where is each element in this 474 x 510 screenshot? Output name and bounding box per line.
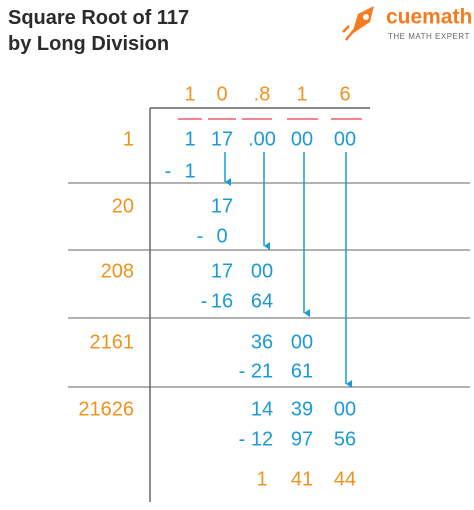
minus-sign: - xyxy=(201,290,208,312)
subtracted-value: 21 xyxy=(251,360,273,382)
brand-name: cuemath xyxy=(386,6,472,29)
final-remainder: 1 xyxy=(256,468,267,490)
minus-sign: - xyxy=(197,225,204,247)
dividend-pair: 00 xyxy=(291,128,313,150)
subtracted-value: 97 xyxy=(291,428,313,450)
rocket-flame xyxy=(342,25,355,41)
remainder-value: 36 xyxy=(251,331,273,353)
remainder-value: 00 xyxy=(291,331,313,353)
subtracted-value: 56 xyxy=(334,428,356,450)
divisor: 21626 xyxy=(78,398,134,420)
dividend-pair: .00 xyxy=(248,128,276,150)
subtracted-value: 61 xyxy=(291,360,313,382)
dividend-pair: 1 xyxy=(184,128,195,150)
subtracted-value: 1 xyxy=(184,160,195,182)
title-line: Square Root of 117 xyxy=(8,7,189,29)
divisor: 208 xyxy=(101,260,134,282)
final-remainder: 44 xyxy=(334,468,356,490)
subtracted-value: 12 xyxy=(251,428,273,450)
quotient-digit: 1 xyxy=(184,83,195,105)
quotient-digit: .8 xyxy=(254,83,271,105)
brand-tagline: THE MATH EXPERT xyxy=(388,32,470,41)
divisor: 1 xyxy=(123,128,134,150)
rocket-icon xyxy=(352,6,374,34)
minus-sign: - xyxy=(239,360,246,382)
logo: cuemath THE MATH EXPERT xyxy=(342,6,472,41)
quotient-digit: 0 xyxy=(216,83,227,105)
subtracted-value: 0 xyxy=(216,225,227,247)
remainder-value: 00 xyxy=(334,398,356,420)
quotient-digit: 1 xyxy=(296,83,307,105)
title-line: by Long Division xyxy=(8,33,169,55)
minus-sign: - xyxy=(165,160,172,182)
minus-sign: - xyxy=(239,428,246,450)
rocket-window xyxy=(363,14,369,20)
subtracted-value: 64 xyxy=(251,290,273,312)
remainder-value: 00 xyxy=(251,260,273,282)
subtracted-value: 16 xyxy=(211,290,233,312)
divisor: 2161 xyxy=(90,331,135,353)
remainder-value: 17 xyxy=(211,260,233,282)
arrows xyxy=(224,152,352,388)
divisor: 20 xyxy=(112,195,134,217)
dividend-pair: 00 xyxy=(334,128,356,150)
remainder-value: 17 xyxy=(211,195,233,217)
final-remainder: 41 xyxy=(291,468,313,490)
dividend-pair: 17 xyxy=(211,128,233,150)
remainder-value: 39 xyxy=(291,398,313,420)
quotient-digit: 6 xyxy=(339,83,350,105)
remainder-value: 14 xyxy=(251,398,273,420)
